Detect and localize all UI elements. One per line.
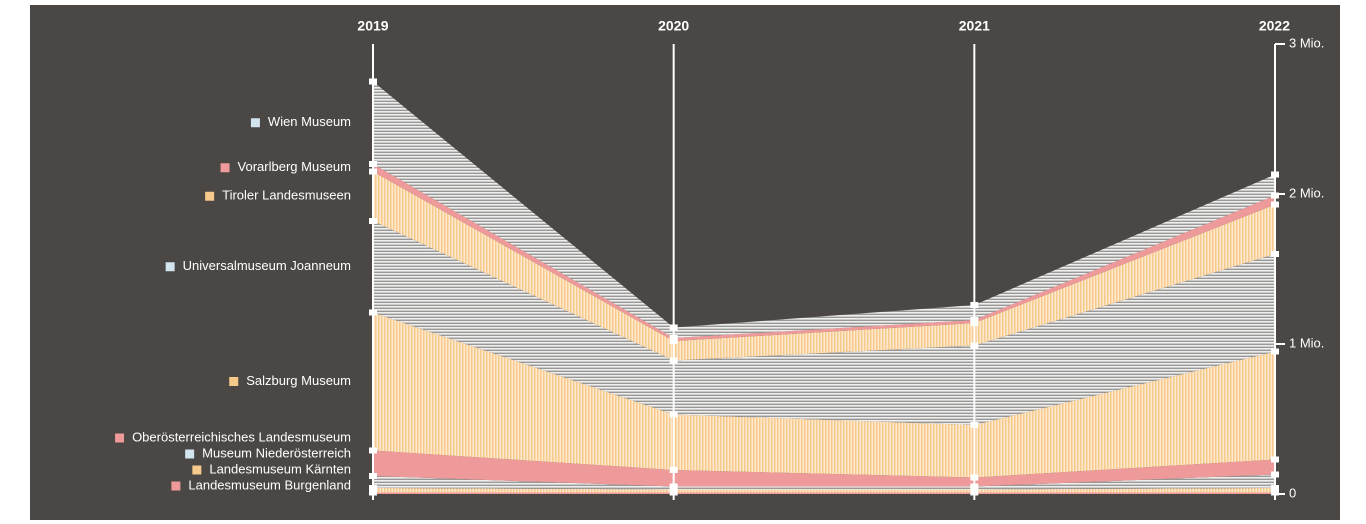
point-marker	[369, 168, 377, 175]
point-marker	[1271, 471, 1279, 478]
area	[373, 312, 1275, 478]
legend-swatch	[165, 262, 175, 272]
legend-label: Museum Niederösterreich	[202, 445, 351, 460]
point-marker	[669, 335, 678, 341]
point-marker	[1271, 251, 1279, 257]
area	[373, 221, 1275, 425]
legend-swatch	[192, 465, 202, 475]
point-marker	[970, 317, 979, 323]
legend-swatch	[250, 118, 260, 128]
legend-label: Landesmuseum Kärnten	[209, 461, 351, 476]
legend-swatch	[220, 163, 230, 173]
point-marker	[369, 489, 377, 496]
y-tick-label: 3 Mio.	[1289, 35, 1324, 50]
point-marker	[669, 324, 678, 331]
point-marker	[1271, 456, 1279, 463]
legend-swatch	[205, 191, 215, 201]
x-tick-label: 2019	[357, 18, 388, 34]
point-marker	[970, 342, 979, 349]
point-marker	[970, 483, 979, 490]
point-marker	[1271, 485, 1279, 491]
point-marker	[669, 483, 678, 490]
legend-label: Wien Museum	[268, 114, 351, 129]
point-marker	[970, 302, 979, 308]
point-marker	[970, 474, 979, 481]
area	[373, 488, 1275, 493]
legend-label: Universalmuseum Joanneum	[183, 258, 351, 273]
point-marker	[1271, 201, 1279, 208]
legend-swatch	[185, 449, 195, 459]
x-tick-label: 2021	[959, 18, 990, 34]
point-marker	[369, 218, 377, 224]
point-marker	[669, 467, 678, 473]
area	[373, 474, 1275, 490]
area	[373, 164, 1275, 341]
legend-label: Vorarlberg Museum	[238, 159, 351, 174]
legend-swatch	[229, 377, 239, 386]
legend-label: Tiroler Landesmuseen	[222, 188, 351, 203]
point-marker	[1271, 171, 1279, 178]
legend-label: Oberösterreichisches Landesmuseum	[132, 429, 351, 444]
legend-label: Landesmuseum Burgenland	[188, 477, 351, 492]
legend-swatch	[171, 481, 181, 491]
y-tick-label: 0	[1289, 485, 1296, 500]
y-tick-label: 1 Mio.	[1289, 335, 1324, 350]
legend-label: Salzburg Museum	[246, 373, 351, 388]
point-marker	[1271, 192, 1279, 199]
area	[373, 171, 1275, 361]
point-marker	[369, 473, 377, 479]
x-tick-label: 2022	[1259, 18, 1290, 34]
area	[373, 492, 1275, 494]
point-marker	[369, 447, 377, 454]
point-marker	[669, 411, 678, 418]
point-marker	[1271, 489, 1279, 496]
point-marker	[1271, 348, 1279, 355]
y-tick-label: 2 Mio.	[1289, 185, 1324, 200]
point-marker	[369, 309, 377, 316]
x-tick-label: 2020	[658, 18, 689, 34]
point-marker	[369, 485, 377, 491]
area	[373, 450, 1275, 487]
point-marker	[970, 422, 979, 428]
point-marker	[369, 161, 377, 167]
legend-swatch	[115, 433, 125, 443]
area	[373, 81, 1275, 338]
point-marker	[369, 78, 377, 85]
point-marker	[669, 357, 678, 364]
